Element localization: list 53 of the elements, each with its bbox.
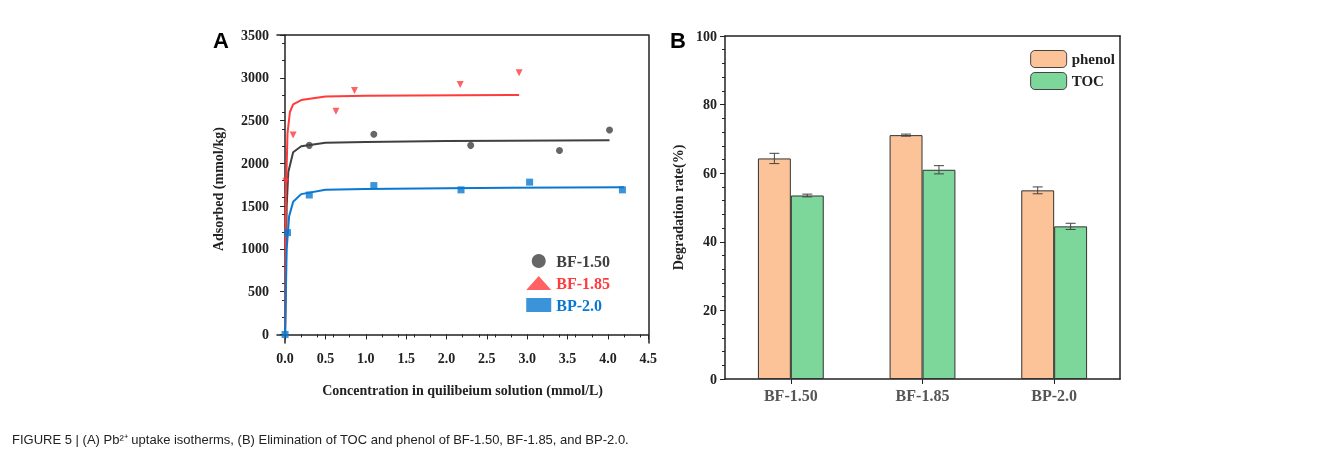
x-tick-label: 2.5 [478,350,496,366]
x-tick-label: BP-2.0 [1031,386,1078,404]
y-tick-label: 0 [710,371,717,387]
legend-label: BF-1.85 [556,274,611,292]
y-axis-title: Adsorbed (mmol/kg) [210,126,227,252]
point [456,81,464,89]
y-tick-label: 2500 [241,113,269,129]
x-tick-label: 3.0 [518,350,536,366]
y-tick-label: 3000 [241,70,269,86]
legend-label: phenol [1071,51,1116,67]
point [305,141,313,149]
point [618,186,626,194]
y-tick-label: 60 [703,165,717,181]
y-tick-label: 80 [703,97,717,113]
legend-label: BP-2.0 [556,296,603,314]
point [281,330,289,338]
point [283,229,291,237]
x-tick-label: 4.0 [599,350,617,366]
x-tick-label: 1.0 [357,350,375,366]
point [526,178,534,186]
x-tick-label: 2.0 [437,350,456,366]
point [606,126,614,134]
point [515,69,523,77]
chart-title: A [213,27,229,53]
point [457,186,465,194]
caption: FIGURE 5 | (A) Pb²⁺ uptake isotherms, (B) Elimination of TOC and phenol of BF-1.50, BF-1.85, and BP-2.0. [12,431,629,448]
y-tick-label: 3500 [241,27,269,43]
x-axis-title: Concentration in quilibeium solution (mmol/L) [322,382,604,399]
legend-label: BF-1.50 [556,252,611,270]
point [305,191,313,199]
x-tick-label: 3.5 [558,350,577,366]
x-tick-label: 1.5 [397,350,415,366]
y-tick-label: 1000 [241,241,269,257]
x-tick-label: BF-1.50 [763,386,818,404]
x-tick-label: 0.5 [316,350,335,366]
x-tick-label: 4.5 [639,350,657,366]
y-tick-label: 100 [696,28,717,44]
chart-title: B [670,27,686,53]
point [555,147,563,154]
x-tick-label: 0.0 [276,350,294,366]
y-tick-label: 40 [703,234,717,250]
y-tick-label: 2000 [241,155,269,171]
y-axis-title: Degradation rate(%) [670,144,687,271]
x-tick-label: BF-1.85 [895,386,950,404]
legend-label: TOC [1071,73,1104,89]
point [350,87,358,95]
y-tick-label: 1500 [241,198,269,214]
y-tick-label: 20 [703,302,717,318]
point [282,177,290,185]
y-tick-label: 500 [248,284,269,300]
point [370,130,378,138]
y-tick-label: 0 [262,326,269,342]
point [467,141,475,149]
